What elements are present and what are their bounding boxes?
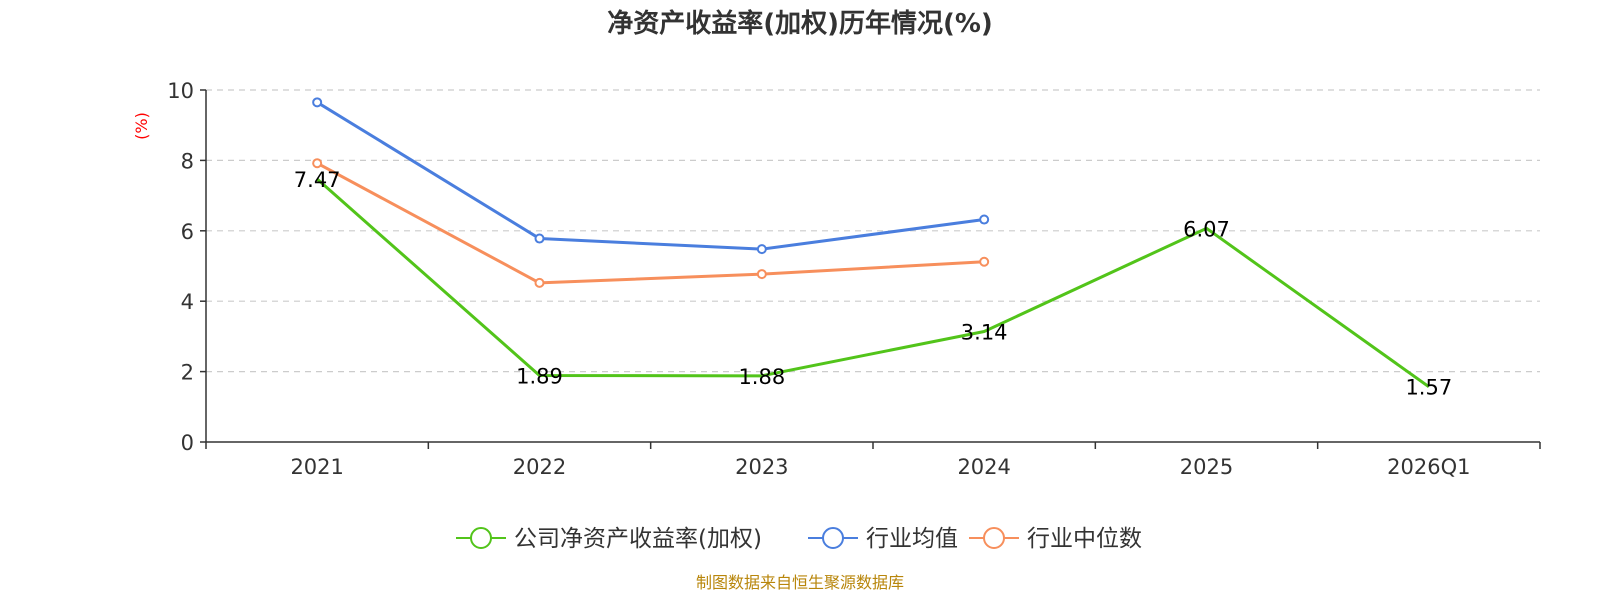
x-tick-label: 2026Q1 bbox=[1387, 455, 1470, 479]
series-3-point bbox=[534, 277, 545, 288]
y-tick-label: 4 bbox=[181, 290, 194, 314]
data-label: 3.14 bbox=[961, 320, 1008, 344]
y-tick-label: 6 bbox=[181, 220, 194, 244]
y-tick-label: 2 bbox=[181, 361, 194, 385]
legend-marker-icon bbox=[983, 527, 1005, 549]
grid-lines bbox=[206, 89, 1540, 373]
axes: 0 2 4 6 8 10 2021 2022 2023 2024 2025 2026Q1 bbox=[167, 79, 1541, 479]
data-label: 1.88 bbox=[738, 365, 785, 389]
y-tick-label: 0 bbox=[181, 431, 194, 455]
series-1-line bbox=[316, 177, 1430, 388]
x-tick-label: 2021 bbox=[290, 455, 343, 479]
series-2-point bbox=[534, 233, 545, 244]
series-2-point bbox=[756, 244, 767, 255]
data-label: 7.47 bbox=[294, 168, 341, 192]
series-2-point bbox=[979, 214, 990, 225]
series-3-line bbox=[316, 161, 985, 285]
y-tick-label: 8 bbox=[181, 149, 194, 173]
legend-item: 行业中位数 bbox=[969, 526, 1142, 552]
series-2-point bbox=[312, 97, 323, 108]
x-tick-label: 2022 bbox=[513, 455, 566, 479]
data-label: 1.89 bbox=[516, 364, 563, 388]
y-axis-label: (%) bbox=[132, 112, 151, 140]
data-label: 1.57 bbox=[1405, 376, 1452, 400]
x-tick-label: 2024 bbox=[957, 455, 1010, 479]
x-tick-label: 2025 bbox=[1180, 455, 1233, 479]
legend-label: 行业中位数 bbox=[1027, 526, 1142, 552]
data-labels: 7.47 1.89 1.88 3.14 6.07 1.57 bbox=[294, 168, 1452, 400]
legend-label: 公司净资产收益率(加权) bbox=[514, 526, 762, 552]
legend-marker-icon bbox=[470, 527, 492, 549]
y-tick-label: 10 bbox=[167, 79, 194, 103]
series-2-line bbox=[316, 101, 985, 251]
chart-title: 净资产收益率(加权)历年情况(%) bbox=[607, 8, 993, 39]
legend-item: 行业均值 bbox=[808, 526, 958, 552]
data-label: 6.07 bbox=[1183, 217, 1230, 241]
series-3-point bbox=[312, 158, 323, 169]
legend-label: 行业均值 bbox=[866, 526, 958, 552]
series-3-point bbox=[756, 269, 767, 280]
series-group bbox=[312, 97, 1430, 388]
legend-marker-icon bbox=[822, 527, 844, 549]
legend: 公司净资产收益率(加权) 行业均值 行业中位数 bbox=[456, 526, 1142, 552]
series-3-point bbox=[979, 256, 990, 267]
legend-item: 公司净资产收益率(加权) bbox=[456, 526, 762, 552]
source-note: 制图数据来自恒生聚源数据库 bbox=[696, 573, 904, 592]
x-tick-label: 2023 bbox=[735, 455, 788, 479]
